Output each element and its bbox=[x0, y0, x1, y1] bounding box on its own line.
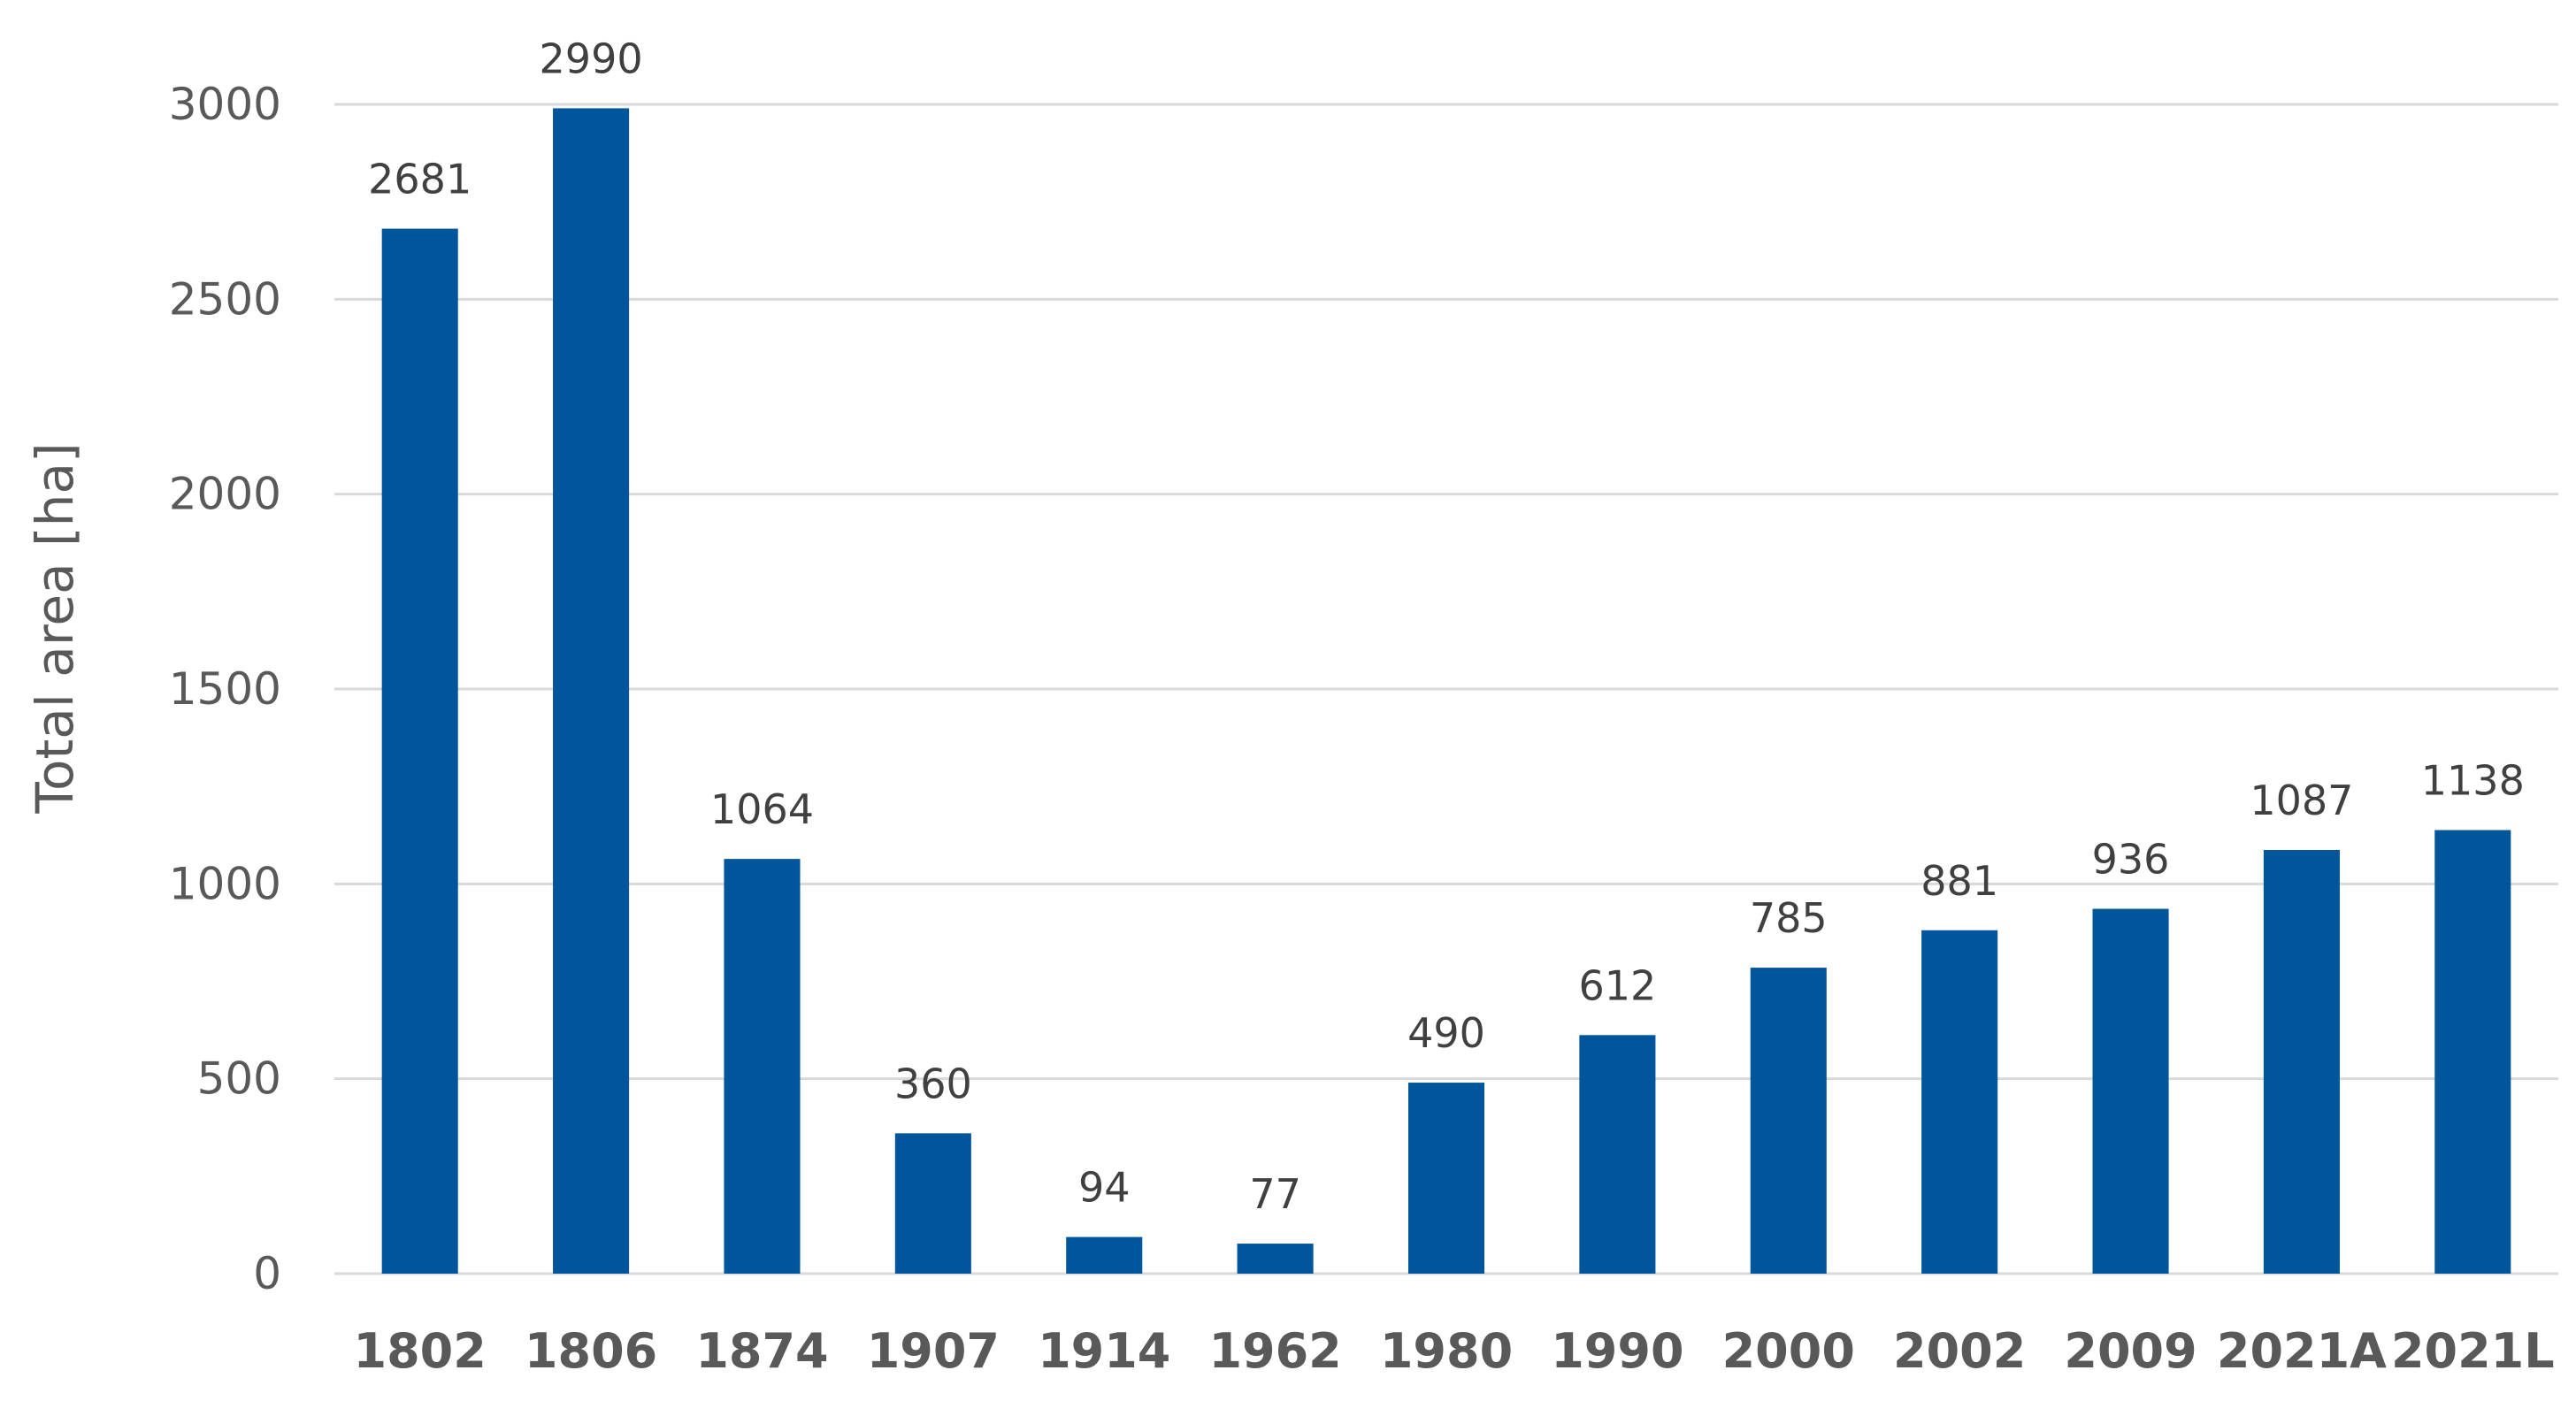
data-label: 785 bbox=[1750, 894, 1828, 942]
bar-1907 bbox=[894, 1133, 971, 1274]
data-label: 94 bbox=[1078, 1164, 1131, 1212]
data-label: 2681 bbox=[368, 156, 472, 203]
x-tick-label: 1962 bbox=[1208, 1323, 1341, 1379]
data-label: 77 bbox=[1249, 1170, 1301, 1218]
bar-1962 bbox=[1237, 1244, 1314, 1274]
x-tick-label: 2021A bbox=[2217, 1323, 2387, 1379]
data-label: 1064 bbox=[710, 785, 814, 833]
y-tick-label: 500 bbox=[197, 1053, 281, 1105]
y-tick-label: 2000 bbox=[169, 469, 281, 520]
bar-2002 bbox=[1921, 930, 1998, 1274]
x-tick-label: 2021L bbox=[2391, 1323, 2555, 1379]
bar-1802 bbox=[381, 228, 458, 1275]
x-tick-label: 2000 bbox=[1722, 1323, 1855, 1379]
y-tick-label: 1500 bbox=[169, 663, 281, 715]
bar-1874 bbox=[724, 859, 801, 1274]
bar-1914 bbox=[1066, 1236, 1143, 1274]
data-label: 360 bbox=[894, 1060, 972, 1107]
data-label: 2990 bbox=[540, 34, 643, 82]
x-tick-label: 1802 bbox=[354, 1323, 487, 1379]
labels: 0 500 1000 1500 2000 2500 3000 2681 1802 2990 1806… bbox=[169, 34, 2555, 1379]
x-tick-label: 2009 bbox=[2064, 1323, 2196, 1379]
y-axis-title: Total area [ha] bbox=[25, 442, 85, 814]
y-tick-label: 2500 bbox=[169, 273, 281, 325]
bar-2021L bbox=[2434, 830, 2511, 1274]
bar-1990 bbox=[1579, 1035, 1656, 1274]
x-tick-label: 1980 bbox=[1380, 1323, 1513, 1379]
bar-1980 bbox=[1407, 1083, 1485, 1274]
gridlines bbox=[334, 103, 2558, 1081]
y-tick-label: 1000 bbox=[169, 858, 281, 909]
x-tick-label: 1914 bbox=[1038, 1323, 1170, 1379]
bar-2021A bbox=[2263, 849, 2340, 1274]
data-label: 1087 bbox=[2250, 777, 2353, 824]
data-label: 1138 bbox=[2421, 757, 2525, 805]
bar-2009 bbox=[2092, 908, 2169, 1274]
bar-1806 bbox=[553, 108, 630, 1275]
data-label: 936 bbox=[2092, 836, 2170, 884]
bars bbox=[381, 108, 2511, 1275]
bar-2000 bbox=[1750, 968, 1827, 1274]
data-label: 490 bbox=[1407, 1009, 1485, 1057]
y-tick-label: 0 bbox=[253, 1248, 281, 1299]
data-label: 881 bbox=[1920, 857, 1998, 905]
x-tick-label: 1907 bbox=[867, 1323, 1000, 1379]
data-label: 612 bbox=[1578, 961, 1656, 1009]
x-tick-label: 1874 bbox=[695, 1323, 828, 1379]
y-tick-label: 3000 bbox=[169, 79, 281, 130]
x-tick-label: 2002 bbox=[1893, 1323, 2026, 1379]
x-tick-label: 1806 bbox=[525, 1323, 657, 1379]
x-tick-label: 1990 bbox=[1551, 1323, 1683, 1379]
